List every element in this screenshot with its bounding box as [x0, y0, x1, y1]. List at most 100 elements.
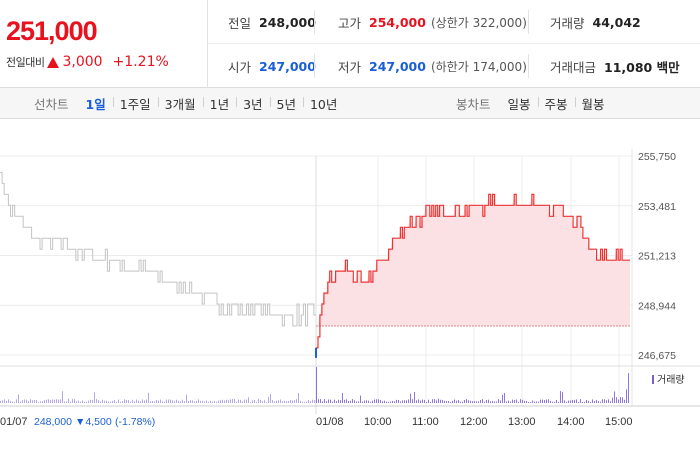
- volume-bar: [456, 400, 457, 403]
- y-tick-label: 251,213: [638, 251, 676, 263]
- time-tick-label: 15:00: [605, 416, 633, 428]
- volume-bar: [610, 401, 611, 403]
- price-chart[interactable]: 255,750 253,481 251,213 248,944 246,675 01/0…: [0, 119, 700, 450]
- x-axis: 01/07 248,000 ▼4,500 (-1.78%) 01/08 10:00 11:0…: [0, 416, 633, 428]
- volume-bar: [174, 400, 175, 403]
- volume-bar: [592, 399, 593, 403]
- volume-bar: [338, 399, 339, 403]
- volume-bar: [264, 400, 265, 403]
- volume-bar: [418, 399, 419, 403]
- volume-bar: [594, 400, 595, 403]
- volume-bar: [210, 400, 211, 403]
- volume-bar: [10, 401, 11, 403]
- volume-bar: [348, 400, 349, 403]
- today-date-label: 01/08: [316, 416, 344, 428]
- volume-bar: [558, 401, 559, 403]
- lower-limit: (하한가 174,000): [430, 59, 527, 74]
- period-daily[interactable]: 일봉: [507, 97, 531, 112]
- volume-bar: [242, 401, 243, 403]
- period-1y[interactable]: 1년: [202, 94, 236, 113]
- volume-bar: [98, 400, 99, 403]
- volume-bar: [144, 400, 145, 403]
- volume-bar: [136, 399, 137, 403]
- volume-bar: [390, 401, 391, 403]
- volume-bar: [568, 400, 569, 403]
- period-3m[interactable]: 3개월: [157, 94, 203, 113]
- volume-bar: [44, 400, 45, 403]
- volume-bar: [428, 399, 429, 403]
- volume-bar: [600, 401, 601, 403]
- volume-bar: [176, 399, 177, 403]
- volume-bar: [224, 400, 225, 403]
- volume-bar: [266, 401, 267, 403]
- volume-bar: [190, 400, 191, 403]
- volume-bar: [356, 401, 357, 403]
- quote-row-1: 전일 248,000 고가 254,000 (상한가 322,000) 거래량 …: [208, 0, 700, 44]
- y-axis: 255,750 253,481 251,213 248,944 246,675: [638, 151, 676, 362]
- divider: [528, 54, 529, 78]
- volume-bar: [406, 400, 407, 403]
- volume-bar: [108, 401, 109, 403]
- y-tick-label: 248,944: [638, 300, 676, 312]
- open-value: 247,000: [259, 58, 316, 74]
- volume-bar: [534, 401, 535, 403]
- volume-bar: [14, 401, 15, 403]
- volume-bar: [78, 400, 79, 403]
- volume-bar: [262, 401, 263, 403]
- volume-bar: [168, 399, 169, 403]
- volume-bar: [358, 401, 359, 403]
- volume-bar: [4, 399, 5, 403]
- volume-bar: [572, 400, 573, 403]
- volume-bar: [388, 401, 389, 403]
- volume-bar: [478, 401, 479, 403]
- volume-bar: [586, 399, 587, 403]
- open-price: 시가 247,000: [228, 44, 316, 88]
- volume-bar: [490, 401, 491, 403]
- volume-bar: [284, 400, 285, 403]
- volume-bar: [628, 373, 629, 403]
- volume-bar: [36, 400, 37, 403]
- volume-bar: [566, 401, 567, 403]
- volume-bar: [412, 399, 413, 403]
- period-monthly[interactable]: 월봉: [574, 94, 612, 113]
- volume-bar: [258, 399, 259, 403]
- volume-bar: [180, 401, 181, 403]
- volume-bar: [58, 399, 59, 403]
- volume-bar: [546, 399, 547, 403]
- volume-bar: [250, 401, 251, 403]
- volume-bar: [86, 401, 87, 403]
- volume-bar: [280, 399, 281, 403]
- volume-bar: [24, 399, 25, 403]
- volume-bar: [482, 399, 483, 403]
- volume-legend-label: 거래량: [657, 375, 685, 386]
- period-10y[interactable]: 10년: [302, 94, 344, 113]
- volume-bar: [130, 401, 131, 403]
- period-3y[interactable]: 3년: [236, 94, 269, 113]
- period-1w[interactable]: 1주일: [112, 94, 158, 113]
- period-1d[interactable]: 1일: [85, 97, 106, 112]
- time-tick-label: 12:00: [460, 416, 488, 428]
- volume-bar: [288, 400, 289, 403]
- volume-bar: [308, 400, 309, 403]
- volume-bar: [112, 400, 113, 403]
- volume-bar: [182, 399, 183, 403]
- high-label: 고가: [338, 15, 362, 31]
- volume-bar: [448, 401, 449, 403]
- volume-bar: [590, 401, 591, 403]
- volume-bar: [306, 401, 307, 403]
- today-line: [316, 193, 630, 349]
- volume-bar: [374, 399, 375, 403]
- volume-bar: [328, 399, 329, 403]
- volume-bar: [196, 400, 197, 403]
- volume-bar: [300, 400, 301, 403]
- volume-swatch: [652, 375, 654, 384]
- volume-bar: [82, 400, 83, 403]
- period-5y[interactable]: 5년: [269, 94, 303, 113]
- volume-bar: [582, 401, 583, 403]
- volume-bar: [96, 399, 97, 403]
- volume-bar: [414, 391, 415, 403]
- volume-bar: [56, 399, 57, 403]
- period-weekly[interactable]: 주봉: [537, 94, 575, 113]
- volume-bar: [272, 400, 273, 403]
- volume-bar: [334, 399, 335, 403]
